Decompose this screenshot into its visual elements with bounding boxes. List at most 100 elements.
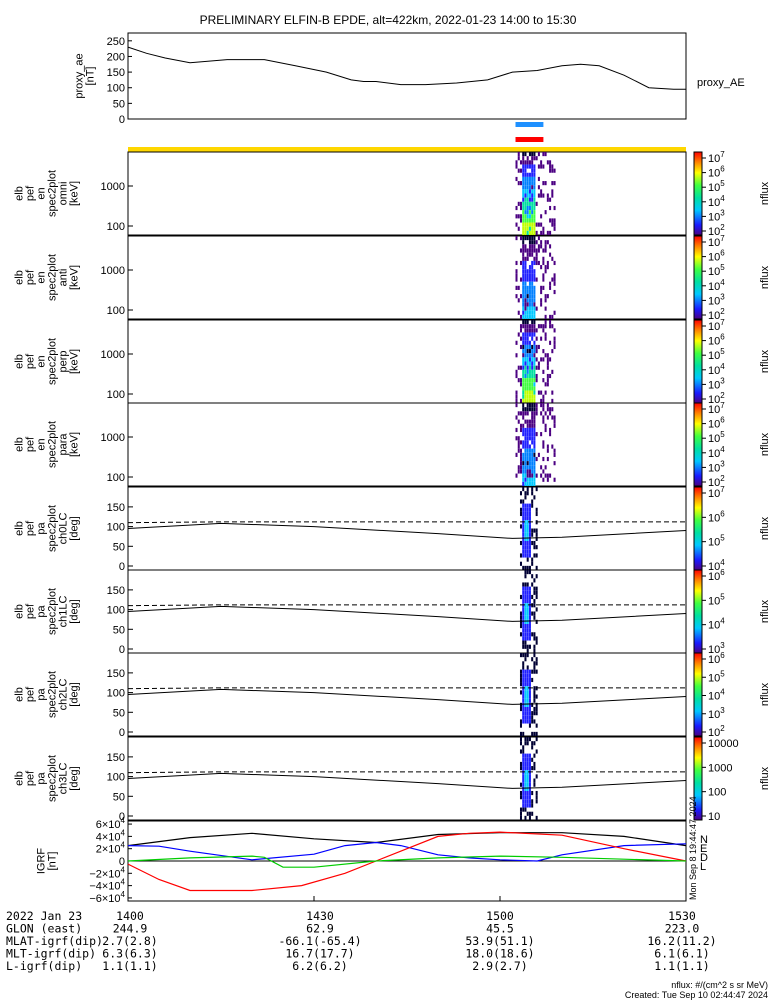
- heatmap-cell: [522, 407, 525, 412]
- heatmap-cell: [522, 427, 525, 433]
- heatmap-cell: [531, 477, 534, 482]
- heatmap-cell: [522, 294, 525, 299]
- heatmap-cell: [528, 201, 531, 206]
- heatmap-cell: [524, 294, 527, 299]
- heatmap-cell: [524, 218, 527, 223]
- heatmap-cell: [546, 473, 549, 478]
- colorbar-tick-label: 106: [708, 509, 725, 524]
- heatmap-cell: [528, 594, 531, 600]
- heatmap-cell: [540, 398, 543, 403]
- heatmap-cell: [519, 761, 522, 767]
- colorbar: [693, 569, 703, 654]
- heatmap-cell: [535, 795, 538, 800]
- heatmap-cell: [531, 448, 534, 453]
- heatmap-cell: [553, 340, 556, 345]
- heatmap-cell: [522, 786, 525, 791]
- heatmap-cell: [522, 706, 525, 712]
- heatmap-cell: [535, 731, 538, 736]
- heatmap-cell: [526, 553, 529, 558]
- heatmap-ylabel: elb pef pa spec2plot ch0LC [deg]: [14, 505, 81, 552]
- heatmap-cell: [528, 737, 531, 742]
- heatmap-cell: [535, 694, 538, 699]
- heatmap-cell: [519, 723, 522, 728]
- heatmap-cell: [553, 277, 556, 282]
- heatmap-cell: [528, 761, 531, 767]
- heatmap-cell: [531, 226, 534, 231]
- heatmap-cell: [549, 314, 552, 319]
- heatmap-cell: [528, 599, 531, 604]
- heatmap-cell: [531, 582, 534, 587]
- heatmap-ytick-label: 0: [119, 811, 125, 823]
- heatmap-ylabel-line: spec2plot: [47, 338, 59, 385]
- heatmap-ylabel-line: spec2plot: [47, 254, 59, 301]
- heatmap-cell: [531, 240, 534, 245]
- heatmap-cell: [519, 168, 522, 173]
- heatmap-cell: [528, 682, 531, 687]
- heatmap-cell: [515, 452, 518, 457]
- heatmap-cell: [531, 164, 534, 169]
- heatmap-cell: [515, 205, 518, 211]
- heatmap-cell: [531, 265, 534, 270]
- heatmap-ytick-label: 150: [107, 502, 125, 514]
- heatmap-cell: [522, 444, 525, 449]
- heatmap-cell: [533, 394, 536, 399]
- heatmap-cell: [535, 706, 538, 712]
- xaxis-row-value: 2.7(2.8): [102, 934, 157, 948]
- heatmap-cell: [526, 636, 529, 641]
- ae-ylabel-line: [nT]: [85, 67, 97, 86]
- heatmap-cell: [528, 344, 531, 350]
- heatmap-cell: [533, 193, 536, 198]
- heatmap-cell: [549, 407, 552, 412]
- heatmap-cell: [531, 260, 534, 266]
- heatmap-cell: [533, 403, 536, 408]
- heatmap-cell: [531, 427, 534, 433]
- heatmap-ytick-label: 150: [107, 752, 125, 764]
- heatmap-cell: [522, 565, 525, 570]
- heatmap-cell: [517, 152, 520, 157]
- heatmap-cell: [526, 205, 529, 211]
- heatmap-cell: [528, 176, 531, 182]
- heatmap-cell: [524, 690, 527, 695]
- heatmap-cell: [535, 565, 538, 570]
- heatmap-cell: [540, 230, 543, 235]
- xaxis-row-value: 1400: [116, 909, 144, 923]
- heatmap-ylabel-line: pef: [25, 770, 37, 786]
- heatmap-cell: [533, 644, 536, 649]
- heatmap-cell: [524, 236, 527, 241]
- heatmap-cell: [542, 415, 545, 420]
- heatmap-cell: [526, 686, 529, 691]
- heatmap-cell: [535, 306, 538, 311]
- heatmap-cell: [517, 298, 520, 303]
- heatmap-cell: [524, 582, 527, 587]
- heatmap-cell: [531, 481, 534, 486]
- heatmap-cell: [522, 236, 525, 241]
- heatmap-cell: [533, 698, 536, 703]
- heatmap-panel-frame: [127, 402, 687, 487]
- xaxis-row-value: -66.1(-65.4): [278, 934, 361, 948]
- heatmap-cell: [519, 236, 522, 241]
- heatmap-cell: [533, 706, 536, 712]
- ae-legend: proxy_AE: [697, 77, 745, 89]
- heatmap-cell: [549, 218, 552, 223]
- heatmap-cell: [526, 332, 529, 337]
- heatmap-cell: [533, 361, 536, 366]
- heatmap-cell: [546, 382, 549, 387]
- heatmap-cell: [522, 382, 525, 387]
- heatmap-cell: [522, 615, 525, 620]
- heatmap-cell: [528, 811, 531, 816]
- colorbar-tick-label: 103: [708, 208, 725, 223]
- heatmap-cell: [517, 310, 520, 315]
- colorbar-tick-label: 103: [708, 641, 725, 656]
- heatmap-cell: [522, 528, 525, 533]
- heatmap-cell: [526, 210, 529, 215]
- heatmap-cell: [526, 465, 529, 470]
- heatmap-cell: [526, 328, 529, 333]
- heatmap-cell: [528, 365, 531, 370]
- xaxis-row-value: 53.9(51.1): [465, 934, 534, 948]
- heatmap-cell: [533, 440, 536, 445]
- igrf-legend-N: N: [700, 834, 708, 846]
- loss-cone-line: [127, 605, 687, 622]
- heatmap-cell: [533, 172, 536, 177]
- colorbar-tick-label: 103: [708, 376, 725, 391]
- heatmap-ylabel: elb pef en spec2plot anti [keV]: [14, 254, 81, 301]
